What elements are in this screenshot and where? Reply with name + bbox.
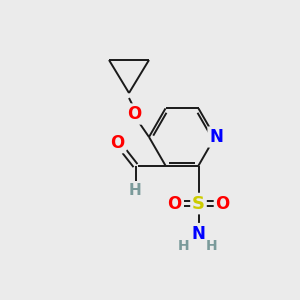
Text: O: O <box>110 134 124 152</box>
Text: N: N <box>192 225 206 243</box>
Text: O: O <box>167 195 182 213</box>
Text: O: O <box>127 105 141 123</box>
Text: H: H <box>206 238 217 253</box>
Text: N: N <box>209 128 223 146</box>
Text: S: S <box>192 195 205 213</box>
Text: H: H <box>129 183 142 198</box>
Text: H: H <box>178 238 189 253</box>
Text: O: O <box>215 195 230 213</box>
